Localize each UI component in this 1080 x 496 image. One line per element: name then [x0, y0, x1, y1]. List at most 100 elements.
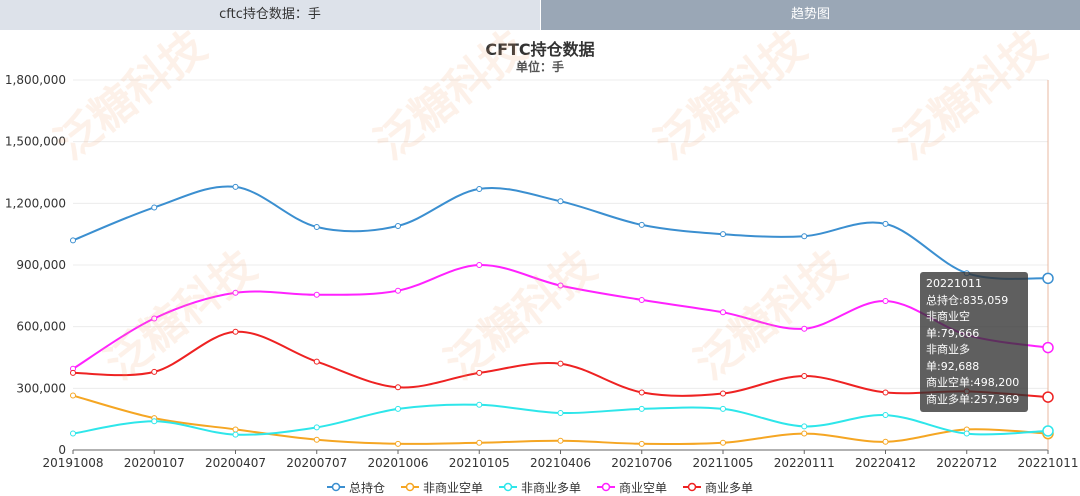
legend-swatch [400, 482, 419, 492]
data-point[interactable] [313, 436, 320, 443]
legend-item[interactable]: 总持仓 [326, 479, 385, 495]
x-tick-label: 20210706 [611, 456, 672, 470]
data-point[interactable] [1042, 425, 1054, 437]
data-point[interactable] [395, 440, 401, 447]
data-point[interactable] [476, 401, 483, 408]
tab-bar: cftc持仓数据：手 趋势图 [0, 0, 1080, 30]
tooltip-line: 非商业多单:92,688 [926, 343, 980, 373]
tab-trend-chart[interactable]: 趋势图 [540, 0, 1080, 30]
data-point[interactable] [151, 368, 158, 375]
chart-subtitle: 单位：手 [515, 60, 564, 74]
x-tick-label: 20191008 [42, 456, 103, 470]
data-point[interactable] [151, 204, 158, 211]
data-point[interactable] [638, 296, 645, 303]
data-point[interactable] [720, 231, 726, 238]
legend-item[interactable]: 商业空单 [597, 479, 667, 495]
data-point[interactable] [801, 373, 808, 379]
data-point[interactable] [638, 440, 645, 447]
data-point[interactable] [70, 369, 76, 376]
y-tick-label: 0 [58, 443, 66, 457]
x-tick-label: 20200107 [124, 456, 185, 470]
data-point[interactable] [882, 389, 889, 396]
data-point[interactable] [963, 430, 970, 437]
legend-label: 非商业多单 [520, 480, 581, 495]
data-point[interactable] [557, 198, 564, 205]
y-tick-label: 900,000 [16, 258, 66, 272]
x-tick-label: 20221011 [1017, 456, 1078, 470]
data-point[interactable] [557, 360, 564, 367]
tooltip-line: 商业多单:257,369 [926, 392, 1020, 406]
data-point[interactable] [476, 439, 483, 446]
series-line [72, 403, 1049, 436]
y-tick-label: 1,800,000 [5, 73, 66, 87]
tooltip-line: 商业空单:498,200 [926, 376, 1020, 389]
data-point[interactable] [395, 222, 401, 229]
data-point[interactable] [476, 262, 483, 268]
legend-label: 非商业空单 [422, 480, 483, 495]
chart-tooltip: 20221011 总持仓:835,059 非商业空单:79,666 非商业多单:… [920, 272, 1028, 412]
data-point[interactable] [801, 430, 808, 437]
data-point[interactable] [720, 439, 726, 446]
tab-cftc-data[interactable]: cftc持仓数据：手 [0, 0, 540, 30]
data-point[interactable] [313, 291, 320, 298]
data-point[interactable] [151, 418, 158, 425]
legend-label: 商业空单 [619, 480, 668, 495]
tooltip-date: 20221011 [926, 277, 982, 290]
data-point[interactable] [801, 423, 808, 430]
data-point[interactable] [151, 315, 158, 322]
legend-swatch [597, 482, 615, 492]
data-point[interactable] [313, 424, 320, 431]
x-tick-label: 20211005 [692, 456, 753, 470]
data-point[interactable] [882, 220, 889, 227]
data-point[interactable] [395, 405, 401, 412]
data-point[interactable] [720, 390, 726, 397]
legend-item[interactable]: 商业多单 [683, 479, 753, 495]
data-point[interactable] [232, 328, 239, 335]
data-point[interactable] [313, 358, 320, 365]
legend-item[interactable]: 非商业空单 [400, 479, 483, 495]
x-tick-label: 20210406 [530, 456, 591, 470]
data-point[interactable] [638, 405, 645, 412]
data-point[interactable] [557, 282, 564, 289]
data-point[interactable] [1042, 341, 1054, 354]
data-point[interactable] [70, 392, 76, 399]
data-point[interactable] [557, 410, 564, 416]
data-point[interactable] [1042, 272, 1054, 285]
x-tick-label: 20220111 [774, 456, 835, 470]
x-tick-label: 20200407 [205, 456, 266, 470]
data-point[interactable] [801, 233, 808, 240]
data-point[interactable] [232, 183, 239, 190]
data-point[interactable] [1042, 391, 1054, 403]
data-point[interactable] [638, 221, 645, 228]
series-line [72, 263, 1049, 370]
data-point[interactable] [70, 237, 76, 244]
data-point[interactable] [232, 426, 239, 433]
legend-swatch [683, 482, 702, 492]
x-tick-label: 20220712 [936, 456, 997, 470]
data-point[interactable] [232, 431, 239, 438]
data-point[interactable] [395, 287, 401, 294]
data-point[interactable] [70, 430, 76, 437]
data-point[interactable] [720, 309, 726, 316]
data-point[interactable] [638, 389, 645, 396]
data-point[interactable] [476, 369, 483, 376]
data-point[interactable] [476, 185, 483, 192]
data-point[interactable] [882, 438, 889, 445]
tooltip-line: 非商业空单:79,666 [926, 310, 980, 340]
data-point[interactable] [882, 412, 889, 419]
data-point[interactable] [801, 325, 808, 332]
x-tick-label: 20201006 [367, 456, 428, 470]
y-tick-label: 1,200,000 [5, 196, 66, 210]
y-tick-label: 300,000 [16, 381, 66, 395]
legend-swatch [498, 482, 517, 492]
data-point[interactable] [882, 297, 889, 304]
tooltip-line: 总持仓:835,059 [926, 293, 1009, 307]
legend-item[interactable]: 非商业多单 [498, 479, 581, 495]
data-point[interactable] [720, 405, 726, 412]
data-point[interactable] [557, 437, 564, 444]
data-point[interactable] [313, 223, 320, 230]
data-point[interactable] [232, 289, 239, 296]
x-tick-label: 20220412 [855, 456, 916, 470]
data-point[interactable] [395, 384, 401, 391]
legend-label: 商业多单 [705, 480, 754, 495]
